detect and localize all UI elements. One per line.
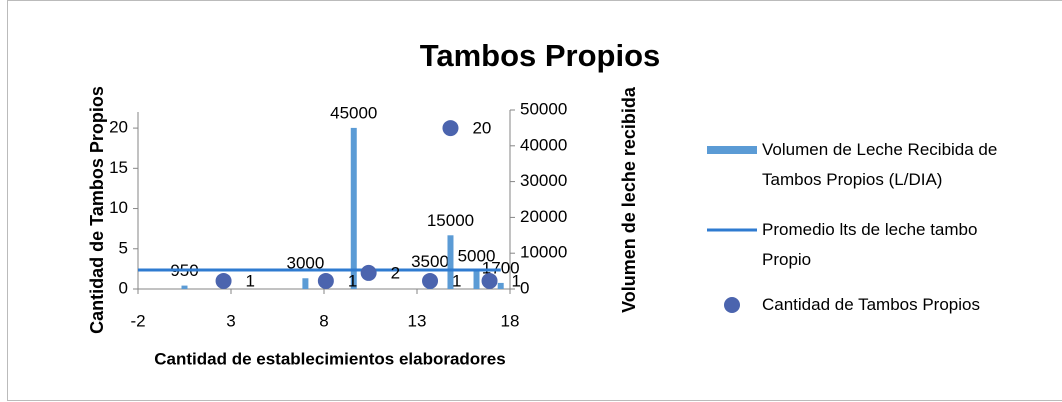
scatter-point <box>360 264 377 281</box>
x-axis-title: Cantidad de establecimientos elaboradore… <box>154 349 505 368</box>
bar <box>302 278 309 289</box>
legend-swatch <box>724 297 740 313</box>
scatter-point <box>422 272 439 289</box>
data-label: 45000 <box>330 103 377 122</box>
bar <box>473 271 480 289</box>
y-axis-title: Cantidad de Tambos Propios <box>87 86 107 334</box>
data-label: 3500 <box>411 252 449 271</box>
y2-tick-label: 0 <box>520 278 529 297</box>
y2-tick-label: 40000 <box>520 135 567 154</box>
bar <box>497 282 504 289</box>
y-tick-label: 10 <box>109 198 128 217</box>
data-label: 5000 <box>458 247 496 266</box>
y2-tick-label: 50000 <box>520 99 567 118</box>
legend-label: Promedio lts de leche tambo Propio <box>762 220 978 269</box>
legend-swatch <box>707 146 757 154</box>
y-tick-label: 20 <box>109 118 128 137</box>
data-label: 1700 <box>482 258 520 277</box>
scatter-point <box>215 272 232 289</box>
data-label: 1 <box>348 271 357 290</box>
x-tick-label: -2 <box>130 311 145 330</box>
scatter-point <box>481 272 498 289</box>
x-tick-label: 13 <box>408 311 427 330</box>
x-tick-label: 18 <box>501 311 520 330</box>
data-label: 20 <box>472 119 491 138</box>
legend-label: Cantidad de Tambos Propios <box>762 295 980 314</box>
chart-title: Tambos Propios <box>420 38 661 73</box>
y2-tick-label: 10000 <box>520 243 567 262</box>
legend-label: Volumen de Leche Recibida de Tambos Prop… <box>762 140 998 189</box>
scatter-point <box>317 272 334 289</box>
data-label: 1 <box>512 271 521 290</box>
x-tick-label: 3 <box>226 311 235 330</box>
data-label: 2 <box>391 263 400 282</box>
y2-tick-label: 30000 <box>520 171 567 190</box>
data-label: 15000 <box>427 211 474 230</box>
y2-axis-title: Volumen de leche recibida <box>619 86 639 313</box>
y2-tick-label: 20000 <box>520 207 567 226</box>
data-label: 3000 <box>286 254 324 273</box>
bar <box>350 127 357 290</box>
y-tick-label: 15 <box>109 158 128 177</box>
chart-frame <box>7 0 1062 401</box>
data-label: 1 <box>246 271 255 290</box>
bar <box>447 235 454 289</box>
y-tick-label: 0 <box>119 278 128 297</box>
y-tick-label: 5 <box>119 238 128 257</box>
x-tick-label: 8 <box>319 311 328 330</box>
scatter-point <box>442 120 459 137</box>
bar <box>181 285 188 289</box>
data-label: 1 <box>452 271 461 290</box>
